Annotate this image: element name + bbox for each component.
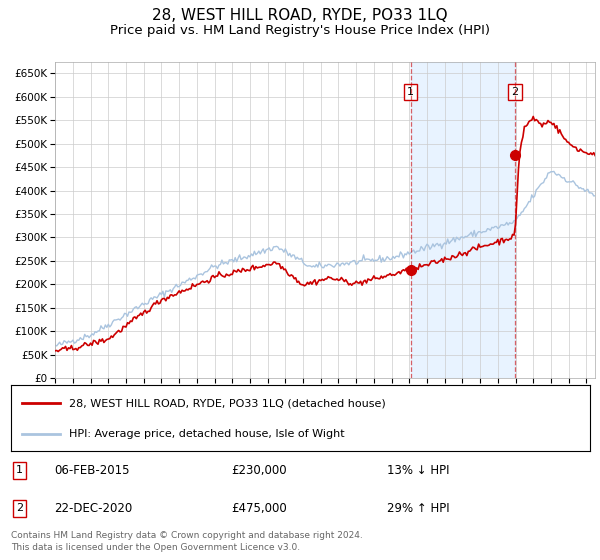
Text: 22-DEC-2020: 22-DEC-2020 <box>54 502 133 515</box>
Text: Price paid vs. HM Land Registry's House Price Index (HPI): Price paid vs. HM Land Registry's House … <box>110 24 490 36</box>
Text: 28, WEST HILL ROAD, RYDE, PO33 1LQ: 28, WEST HILL ROAD, RYDE, PO33 1LQ <box>152 8 448 24</box>
Bar <box>411 62 515 378</box>
Text: 29% ↑ HPI: 29% ↑ HPI <box>387 502 450 515</box>
Text: HPI: Average price, detached house, Isle of Wight: HPI: Average price, detached house, Isle… <box>69 430 344 439</box>
Text: 13% ↓ HPI: 13% ↓ HPI <box>387 464 449 477</box>
Text: 1: 1 <box>407 87 414 97</box>
Text: £230,000: £230,000 <box>231 464 286 477</box>
Text: 2: 2 <box>16 503 23 514</box>
Text: 28, WEST HILL ROAD, RYDE, PO33 1LQ (detached house): 28, WEST HILL ROAD, RYDE, PO33 1LQ (deta… <box>69 398 385 408</box>
Text: Contains HM Land Registry data © Crown copyright and database right 2024.
This d: Contains HM Land Registry data © Crown c… <box>11 531 362 552</box>
Text: 06-FEB-2015: 06-FEB-2015 <box>54 464 130 477</box>
Text: 2: 2 <box>511 87 518 97</box>
Text: £475,000: £475,000 <box>231 502 287 515</box>
Text: 1: 1 <box>16 465 23 475</box>
